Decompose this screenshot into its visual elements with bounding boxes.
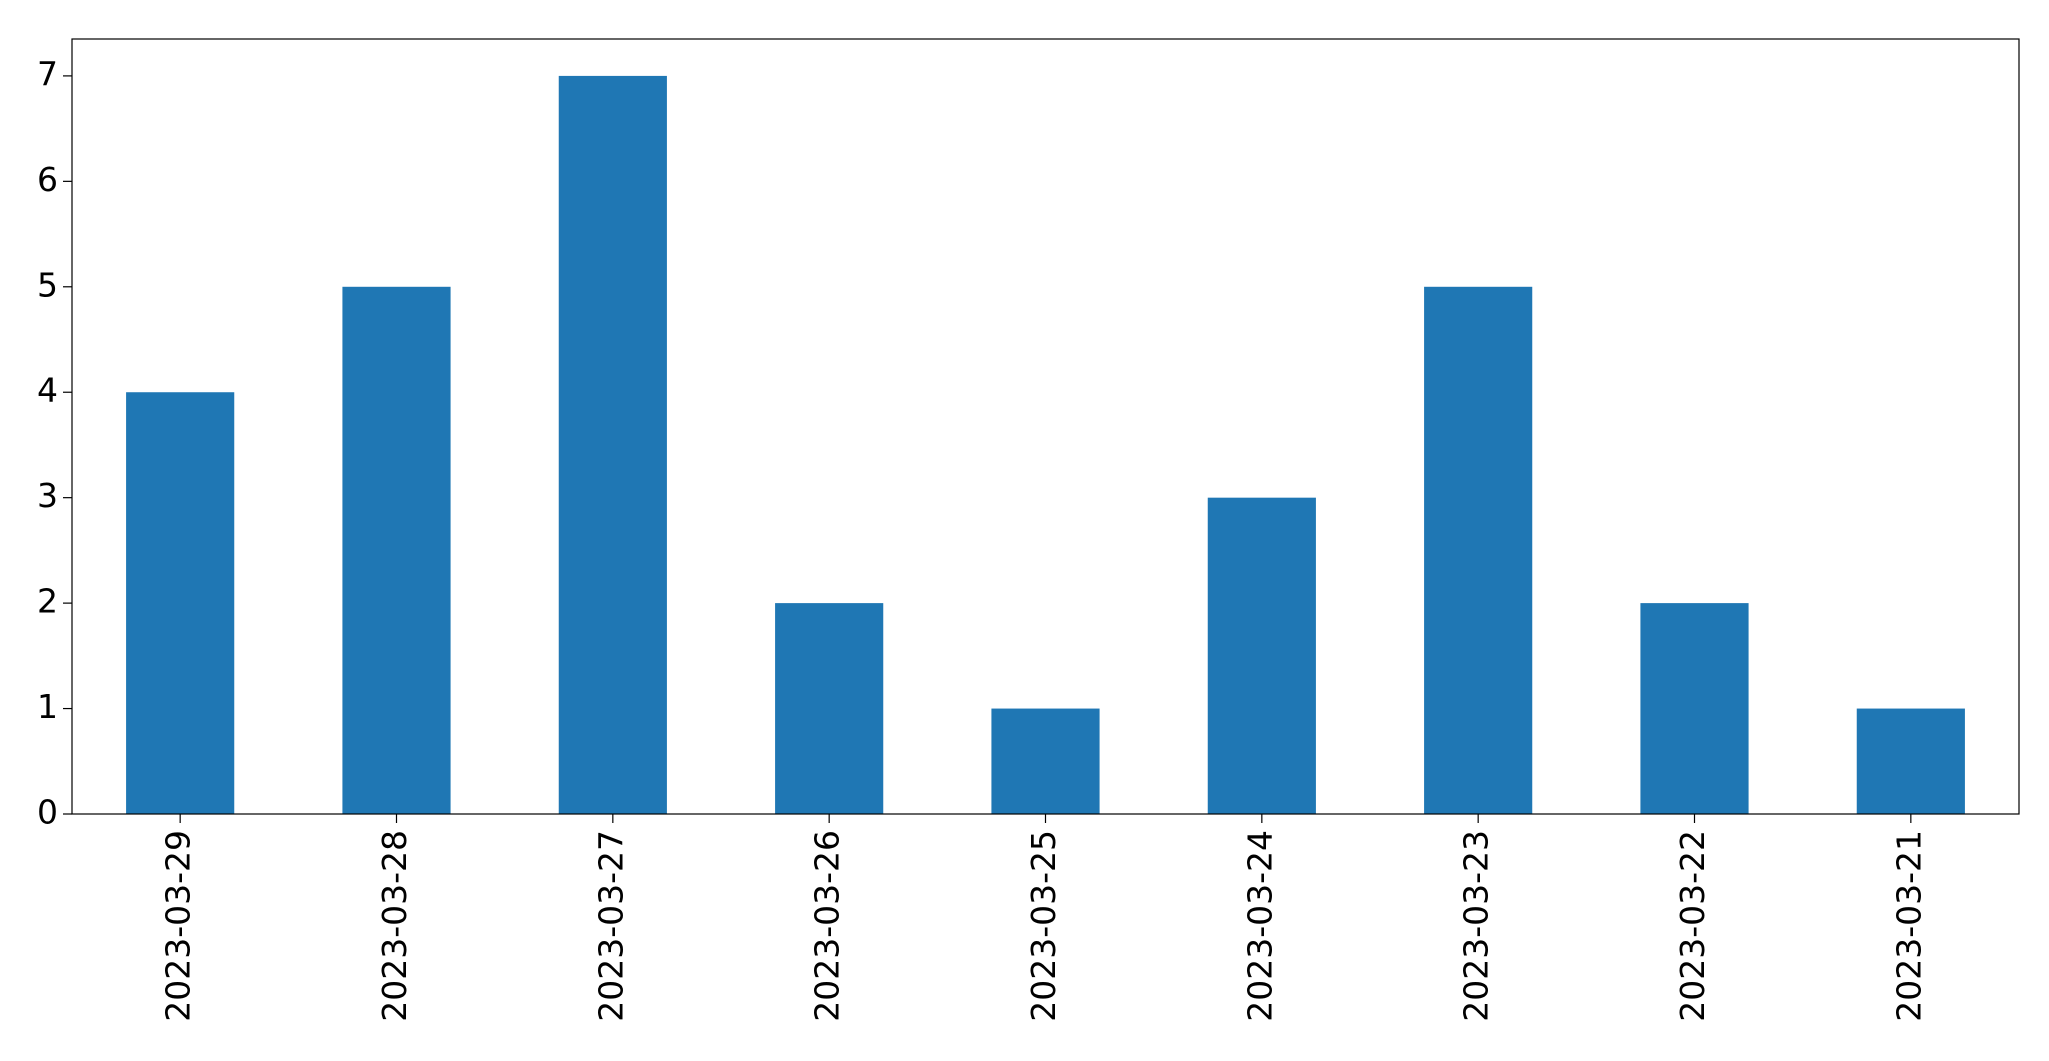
y-tick-label: 7: [37, 54, 58, 93]
y-tick-label: 2: [37, 582, 58, 621]
bar: [1640, 603, 1749, 814]
x-tick-label: 2023-03-25: [1024, 830, 1063, 1022]
bar: [775, 603, 884, 814]
x-tick-label: 2023-03-27: [591, 830, 630, 1022]
x-tick-label: 2023-03-22: [1673, 830, 1712, 1022]
x-tick-label: 2023-03-28: [375, 830, 414, 1022]
y-tick-label: 6: [37, 160, 58, 199]
bar: [991, 708, 1100, 814]
plot-frame: [71, 38, 2020, 815]
bar: [342, 286, 451, 814]
x-tick-label: 2023-03-26: [808, 830, 847, 1022]
x-tick-label: 2023-03-29: [159, 830, 198, 1022]
bar: [1207, 497, 1316, 814]
y-tick-label: 1: [37, 687, 58, 726]
bar: [1856, 708, 1965, 814]
bar: [558, 75, 667, 814]
y-tick-label: 4: [37, 371, 58, 410]
x-tick-label: 2023-03-23: [1457, 830, 1496, 1022]
y-tick-label: 3: [37, 476, 58, 515]
x-tick-label: 2023-03-21: [1889, 830, 1928, 1022]
bar: [126, 392, 235, 814]
x-tick-label: 2023-03-24: [1240, 830, 1279, 1022]
bar: [1424, 286, 1533, 814]
y-tick-label: 0: [37, 793, 58, 832]
y-tick-label: 5: [37, 265, 58, 304]
